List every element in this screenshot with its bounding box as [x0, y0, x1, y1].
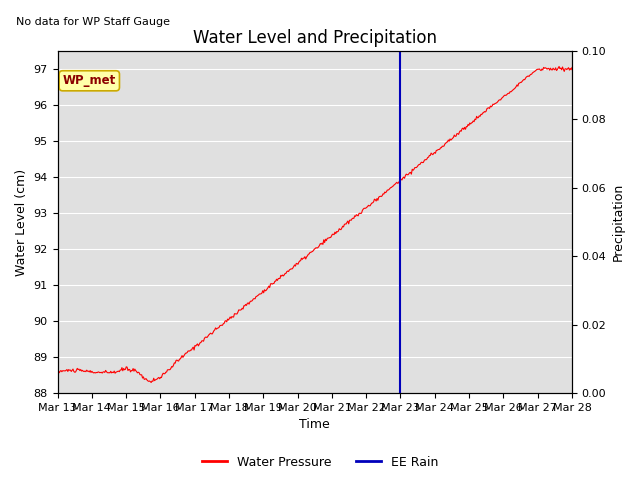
Legend: Water Pressure, EE Rain: Water Pressure, EE Rain [196, 451, 444, 474]
Title: Water Level and Precipitation: Water Level and Precipitation [193, 28, 436, 47]
X-axis label: Time: Time [300, 419, 330, 432]
Text: No data for WP Staff Gauge: No data for WP Staff Gauge [17, 17, 170, 27]
Text: WP_met: WP_met [63, 74, 116, 87]
Y-axis label: Precipitation: Precipitation [612, 183, 625, 261]
Y-axis label: Water Level (cm): Water Level (cm) [15, 168, 28, 276]
